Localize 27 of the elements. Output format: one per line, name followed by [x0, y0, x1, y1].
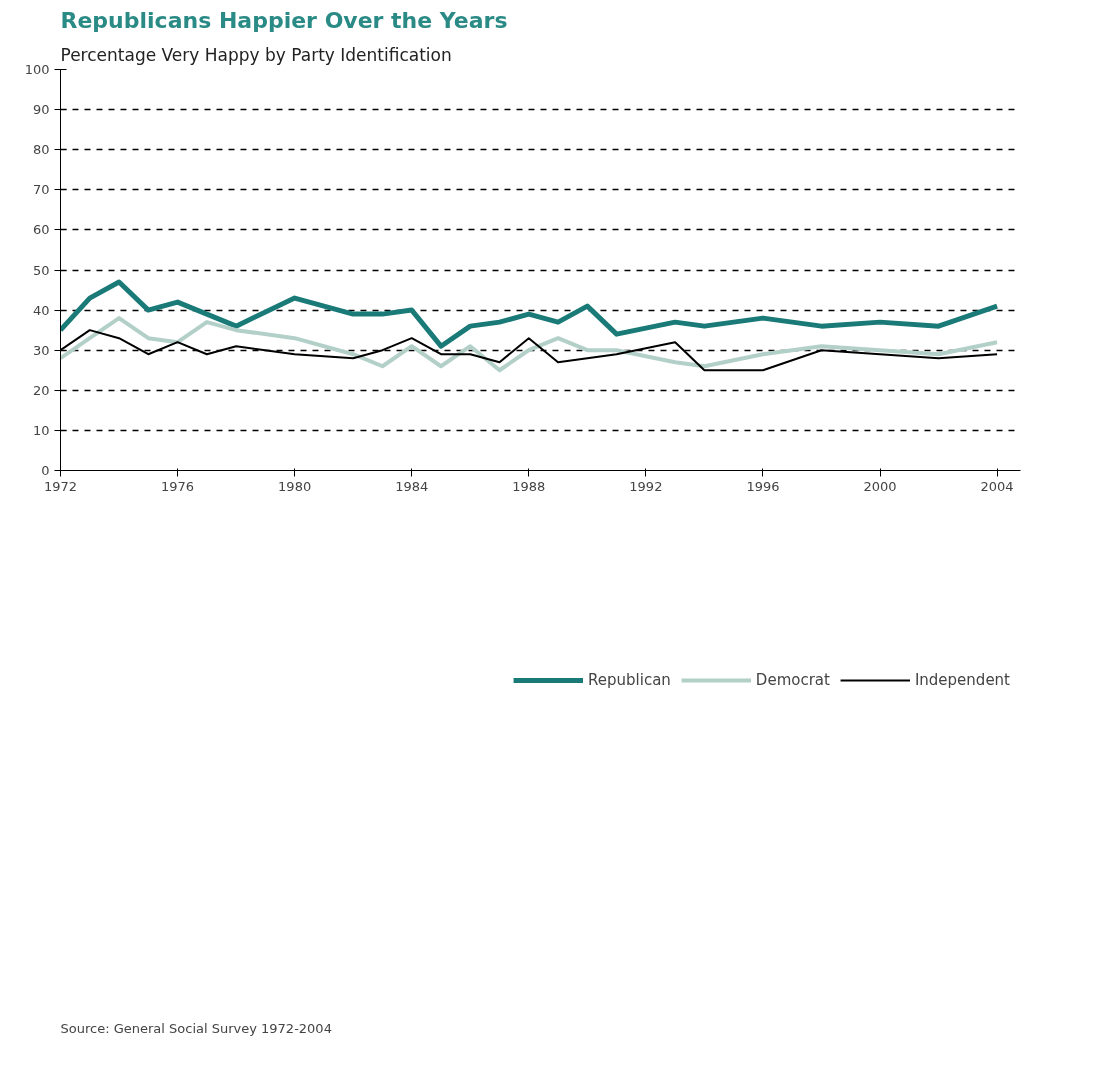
chart-subtitle: Percentage Very Happy by Party Identification — [60, 44, 452, 65]
x-tick-label: 1980 — [278, 478, 312, 494]
x-tick-label: 1984 — [395, 478, 429, 494]
y-tick-label: 50 — [32, 262, 50, 278]
chart-title: Republicans Happier Over the Years — [60, 7, 508, 33]
y-tick-label: 30 — [32, 342, 50, 358]
y-tick-label: 40 — [32, 302, 50, 318]
legend-label: Republican — [588, 670, 671, 689]
x-tick-label: 2000 — [863, 478, 897, 494]
x-tick-label: 1992 — [629, 478, 663, 494]
y-tick-label: 100 — [24, 62, 50, 77]
x-tick-label: 1976 — [161, 478, 195, 494]
x-tick-label: 1972 — [43, 478, 78, 494]
line-series — [60, 316, 1000, 373]
y-tick-label: 70 — [32, 182, 50, 198]
x-tick-label: 1988 — [512, 478, 546, 494]
y-tick-label: 10 — [32, 422, 50, 438]
source-note: Source: General Social Survey 1972-2004 — [60, 1020, 332, 1036]
legend-label: Independent — [914, 670, 1010, 689]
y-tick-label: 20 — [32, 382, 50, 398]
legend-label: Democrat — [755, 670, 830, 689]
y-tick-label: 60 — [32, 222, 50, 238]
y-tick-label: 0 — [41, 463, 50, 478]
y-tick-label: 90 — [32, 102, 50, 118]
y-tick-label: 80 — [32, 142, 50, 158]
x-tick-label: 1996 — [746, 478, 780, 494]
x-tick-label: 2004 — [980, 478, 1014, 494]
